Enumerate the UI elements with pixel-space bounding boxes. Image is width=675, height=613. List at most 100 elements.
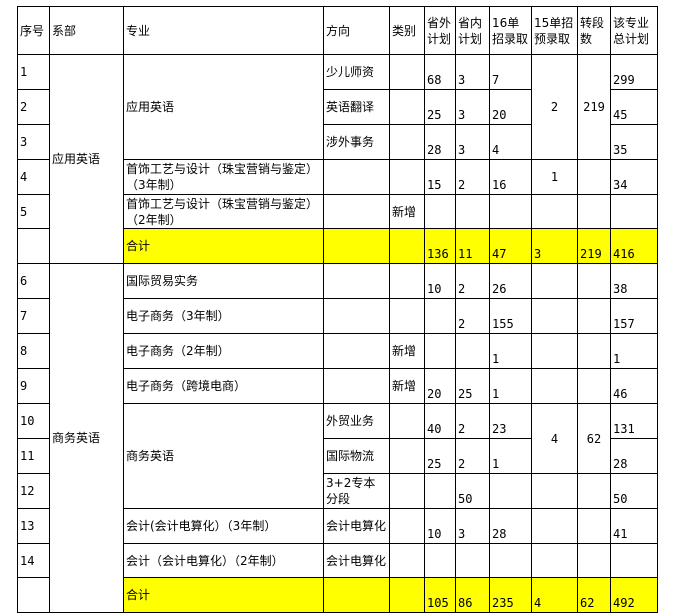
index-cell bbox=[17, 577, 50, 613]
in-province-cell: 2 bbox=[455, 263, 490, 299]
admit15-cell bbox=[531, 333, 578, 369]
major-cell: 会计(会计电算化）（3年制） bbox=[123, 508, 324, 544]
major-cell: 商务英语 bbox=[123, 403, 324, 509]
category-cell bbox=[389, 298, 425, 334]
total-plan-cell: 41 bbox=[610, 508, 658, 544]
index-cell: 11 bbox=[17, 438, 50, 474]
admit15-cell bbox=[531, 473, 578, 509]
header-cell: 系部 bbox=[49, 6, 124, 55]
in-province-cell: 2 bbox=[455, 298, 490, 334]
in-province-cell bbox=[455, 333, 490, 369]
in-province-cell: 3 bbox=[455, 89, 490, 125]
admit15-cell bbox=[531, 368, 578, 404]
index-cell: 13 bbox=[17, 508, 50, 544]
out-province-cell: 20 bbox=[424, 368, 456, 404]
direction-cell bbox=[323, 159, 390, 195]
total-plan-cell bbox=[610, 194, 658, 229]
header-cell: 省外计划 bbox=[424, 6, 456, 55]
table-row: 6 商务英语 国际贸易实务 10 2 26 38 bbox=[17, 263, 658, 613]
table-row: 1 应用英语 应用英语 少儿师资 68 3 7 2 219 299 bbox=[17, 54, 658, 264]
major-cell: 应用英语 bbox=[123, 54, 324, 160]
total-plan-cell: 131 bbox=[610, 403, 658, 439]
admit16-cell: 28 bbox=[489, 508, 532, 544]
admit16-cell: 7 bbox=[489, 54, 532, 90]
transfer-cell bbox=[577, 508, 611, 544]
header-cell: 16单招录取 bbox=[489, 6, 532, 55]
index-cell: 10 bbox=[17, 403, 50, 439]
category-cell bbox=[389, 124, 425, 160]
direction-cell bbox=[323, 298, 390, 334]
header-cell: 专业 bbox=[123, 6, 324, 55]
index-cell: 4 bbox=[17, 159, 50, 195]
major-cell: 国际贸易实务 bbox=[123, 263, 324, 299]
major-cell: 会计（会计电算化）（2年制） bbox=[123, 543, 324, 578]
total-plan-cell: 28 bbox=[610, 438, 658, 474]
table-row: 7 电子商务（3年制） 2 155 157 bbox=[17, 298, 658, 334]
transfer-cell: 219 bbox=[577, 228, 611, 264]
category-cell bbox=[389, 577, 425, 613]
admit16-cell: 47 bbox=[489, 228, 532, 264]
category-cell: 新增 bbox=[389, 194, 425, 229]
category-cell bbox=[389, 89, 425, 125]
category-cell bbox=[389, 473, 425, 509]
admit15-cell bbox=[531, 543, 578, 578]
out-province-cell: 15 bbox=[424, 159, 456, 195]
total-plan-cell: 46 bbox=[610, 368, 658, 404]
header-cell: 省内计划 bbox=[455, 6, 490, 55]
total-plan-cell: 492 bbox=[610, 577, 658, 613]
index-cell: 3 bbox=[17, 124, 50, 160]
category-cell bbox=[389, 543, 425, 578]
table-row: 11 国际物流 25 2 1 28 bbox=[17, 438, 658, 474]
table-row: 3 涉外事务 28 3 4 35 bbox=[17, 124, 658, 160]
category-cell bbox=[389, 438, 425, 474]
admit15-cell bbox=[531, 508, 578, 544]
admit16-cell: 20 bbox=[489, 89, 532, 125]
department-cell: 商务英语 bbox=[49, 263, 124, 613]
department-cell: 应用英语 bbox=[49, 54, 124, 264]
in-province-cell: 2 bbox=[455, 159, 490, 195]
admit15-cell: 4 bbox=[531, 403, 578, 474]
total-plan-cell: 299 bbox=[610, 54, 658, 90]
direction-cell: 会计电算化 bbox=[323, 543, 390, 578]
major-cell: 首饰工艺与设计（珠宝营销与鉴定）（3年制） bbox=[123, 159, 324, 195]
transfer-cell: 62 bbox=[577, 403, 611, 474]
total-plan-cell: 34 bbox=[610, 159, 658, 195]
direction-cell bbox=[323, 577, 390, 613]
direction-cell: 3+2专本分段 bbox=[323, 473, 390, 509]
subtotal-row: 合计 136 11 47 3 219 416 bbox=[17, 228, 658, 264]
admit16-cell: 4 bbox=[489, 124, 532, 160]
transfer-cell bbox=[577, 333, 611, 369]
direction-cell: 英语翻译 bbox=[323, 89, 390, 125]
index-cell bbox=[17, 228, 50, 264]
index-cell: 12 bbox=[17, 473, 50, 509]
header-cell: 15单招预录取 bbox=[531, 6, 578, 55]
index-cell: 9 bbox=[17, 368, 50, 404]
header-row: 序号 系部 专业 方向 类别 省外计划 省内计划 16单招录取 15单招预录取 … bbox=[17, 6, 658, 55]
subtotal-label: 合计 bbox=[123, 577, 324, 613]
index-cell: 6 bbox=[17, 263, 50, 299]
out-province-cell: 105 bbox=[424, 577, 456, 613]
direction-cell: 外贸业务 bbox=[323, 403, 390, 439]
in-province-cell: 2 bbox=[455, 403, 490, 439]
admit15-cell: 3 bbox=[531, 228, 578, 264]
transfer-cell bbox=[577, 543, 611, 578]
admit16-cell: 235 bbox=[489, 577, 532, 613]
transfer-cell bbox=[577, 298, 611, 334]
category-cell: 新增 bbox=[389, 333, 425, 369]
in-province-cell: 11 bbox=[455, 228, 490, 264]
header-cell: 类别 bbox=[389, 6, 425, 55]
index-cell: 7 bbox=[17, 298, 50, 334]
admit15-cell bbox=[531, 263, 578, 299]
admit16-cell bbox=[489, 543, 532, 578]
index-cell: 2 bbox=[17, 89, 50, 125]
index-cell: 5 bbox=[17, 194, 50, 229]
direction-cell bbox=[323, 368, 390, 404]
out-province-cell bbox=[424, 543, 456, 578]
table-row: 2 英语翻译 25 3 20 45 bbox=[17, 89, 658, 125]
table-row: 5 首饰工艺与设计（珠宝营销与鉴定）（2年制） 新增 bbox=[17, 194, 658, 229]
direction-cell bbox=[323, 333, 390, 369]
category-cell bbox=[389, 54, 425, 90]
out-province-cell: 25 bbox=[424, 89, 456, 125]
table-row: 13 会计(会计电算化）（3年制） 会计电算化 10 3 28 41 bbox=[17, 508, 658, 544]
transfer-cell: 219 bbox=[577, 54, 611, 160]
